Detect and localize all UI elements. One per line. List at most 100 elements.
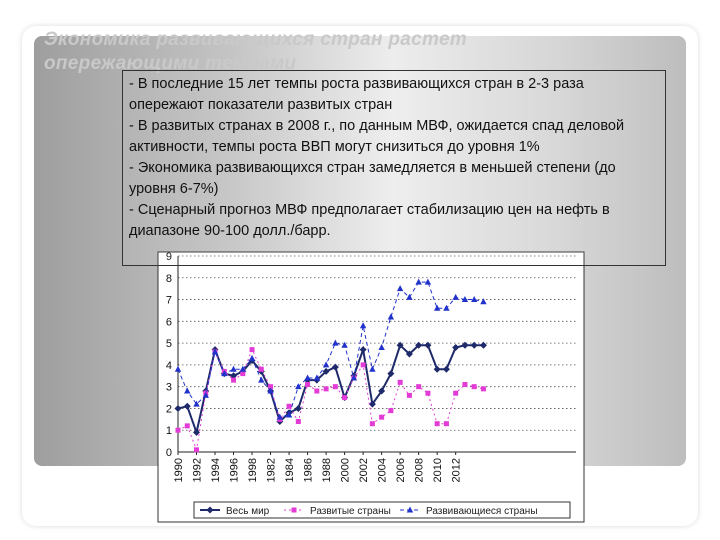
y-tick-label: 8 bbox=[166, 273, 172, 285]
data-point bbox=[378, 387, 386, 395]
data-point bbox=[332, 339, 339, 346]
data-point bbox=[425, 390, 431, 396]
data-point bbox=[295, 419, 301, 425]
data-point bbox=[415, 278, 422, 285]
data-point bbox=[184, 387, 191, 394]
bullet-4: - Сценарный прогноз МВФ предполагает ста… bbox=[129, 202, 610, 239]
bullet-3: - Экономика развивающихся стран замедляе… bbox=[129, 160, 616, 197]
data-point bbox=[322, 367, 330, 375]
y-tick-label: 0 bbox=[166, 447, 172, 459]
data-point bbox=[202, 391, 209, 398]
data-point bbox=[276, 413, 284, 420]
data-point bbox=[387, 313, 395, 320]
data-point bbox=[462, 381, 468, 387]
data-point bbox=[231, 377, 237, 383]
data-point bbox=[443, 304, 450, 311]
legend-marker bbox=[291, 507, 297, 513]
data-point bbox=[248, 354, 256, 361]
data-point bbox=[470, 296, 478, 303]
legend-marker bbox=[406, 506, 414, 513]
data-point bbox=[396, 341, 404, 349]
series-line-2 bbox=[177, 348, 484, 452]
y-tick-label: 7 bbox=[166, 295, 172, 307]
data-point bbox=[286, 403, 292, 409]
x-tick-label: 2010 bbox=[432, 458, 444, 482]
x-tick-label: 1998 bbox=[247, 458, 259, 482]
data-point bbox=[230, 365, 237, 372]
data-point bbox=[369, 365, 376, 372]
data-point bbox=[452, 293, 459, 300]
y-tick-label: 9 bbox=[166, 251, 172, 263]
data-point bbox=[285, 411, 293, 418]
x-tick-label: 2008 bbox=[414, 458, 426, 482]
data-point bbox=[416, 384, 422, 390]
legend-label: Развивающиеся страны bbox=[426, 506, 538, 517]
y-tick-label: 6 bbox=[166, 316, 172, 328]
y-tick-label: 2 bbox=[166, 403, 172, 415]
data-point bbox=[332, 384, 338, 390]
y-tick-label: 4 bbox=[166, 360, 172, 372]
legend-label: Развитые страны bbox=[310, 506, 391, 517]
data-point bbox=[239, 365, 246, 372]
data-point bbox=[294, 404, 302, 412]
data-point bbox=[322, 361, 330, 368]
data-point bbox=[378, 343, 385, 350]
data-point bbox=[433, 304, 441, 311]
data-point bbox=[249, 347, 255, 353]
x-tick-label: 2004 bbox=[377, 458, 389, 482]
data-point bbox=[424, 278, 432, 285]
data-point bbox=[406, 392, 412, 398]
y-tick-label: 3 bbox=[166, 382, 172, 394]
data-point bbox=[258, 366, 264, 372]
data-point bbox=[406, 293, 413, 300]
x-tick-label: 1996 bbox=[229, 458, 241, 482]
data-point bbox=[350, 374, 358, 381]
data-point bbox=[480, 386, 486, 392]
x-tick-label: 1984 bbox=[284, 458, 296, 482]
data-point bbox=[479, 341, 487, 349]
data-point bbox=[211, 348, 219, 355]
data-point bbox=[433, 365, 441, 373]
x-tick-label: 2002 bbox=[358, 458, 370, 482]
data-point bbox=[240, 371, 246, 377]
data-point bbox=[453, 390, 459, 396]
plot-area bbox=[178, 256, 576, 452]
legend-label: Весь мир bbox=[226, 506, 270, 517]
data-point bbox=[331, 363, 339, 371]
data-point bbox=[359, 322, 367, 329]
data-point bbox=[230, 372, 238, 380]
data-point bbox=[368, 400, 376, 408]
y-tick-label: 1 bbox=[166, 425, 172, 437]
data-point bbox=[267, 387, 274, 394]
x-tick-label: 1994 bbox=[210, 458, 222, 482]
data-point bbox=[424, 341, 432, 349]
data-point bbox=[452, 343, 460, 351]
series-line-3 bbox=[177, 281, 484, 418]
data-point bbox=[305, 381, 311, 387]
data-point bbox=[314, 388, 320, 394]
x-tick-label: 1988 bbox=[321, 458, 333, 482]
data-point bbox=[470, 341, 478, 349]
x-tick-label: 1982 bbox=[266, 458, 278, 482]
data-point bbox=[183, 402, 191, 410]
data-point bbox=[461, 341, 469, 349]
data-point bbox=[387, 370, 395, 378]
data-point bbox=[369, 421, 375, 427]
data-point bbox=[359, 346, 367, 354]
data-point bbox=[388, 408, 394, 414]
data-point bbox=[174, 365, 182, 372]
y-tick-label: 5 bbox=[166, 338, 172, 350]
data-point bbox=[175, 427, 181, 433]
data-point bbox=[174, 404, 182, 412]
data-point bbox=[221, 370, 228, 377]
data-point bbox=[415, 341, 423, 349]
data-point bbox=[397, 379, 403, 385]
bullet-1: - В последние 15 лет темпы роста развива… bbox=[129, 76, 584, 113]
x-tick-label: 1986 bbox=[303, 458, 315, 482]
x-tick-label: 2006 bbox=[395, 458, 407, 482]
data-point bbox=[434, 421, 440, 427]
data-point bbox=[341, 341, 348, 348]
data-point bbox=[193, 428, 201, 436]
data-point bbox=[194, 447, 200, 453]
legend-box bbox=[193, 501, 571, 519]
